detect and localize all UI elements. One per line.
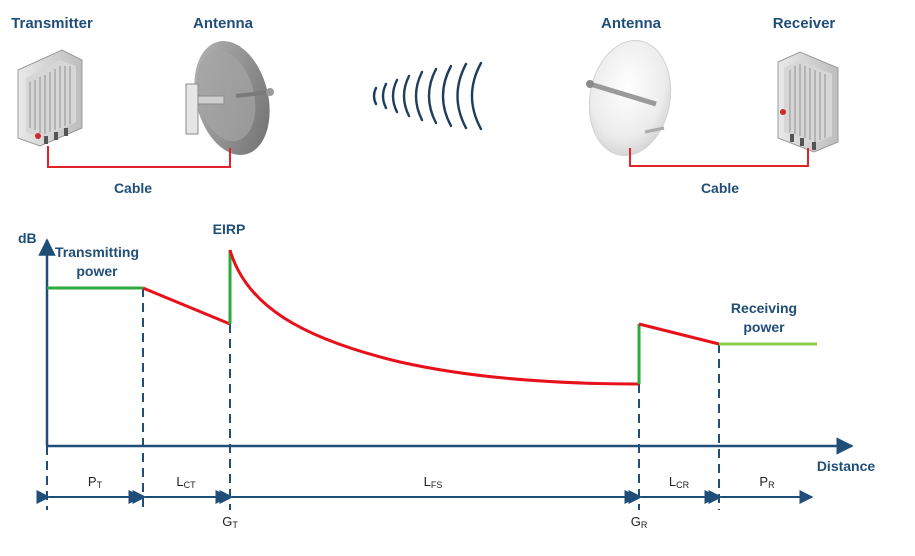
receiver-unit-icon xyxy=(777,51,839,153)
antenna-left-icon xyxy=(185,41,274,155)
antenna-right-icon xyxy=(586,39,672,157)
receiving-power-label-line1: Receiving xyxy=(731,300,797,316)
cable-loss-tx-line xyxy=(142,286,231,326)
cable-right-label: Cable xyxy=(701,180,739,196)
gain-label-gr: GR xyxy=(631,514,648,530)
gain-label-gt: GT xyxy=(222,514,238,530)
cable-left-label: Cable xyxy=(114,180,152,196)
segment-label-lcr: LCR xyxy=(669,474,690,490)
segment-label-pt: PT xyxy=(88,474,103,490)
transmitting-power-label-line1: Transmitting xyxy=(55,244,139,260)
y-axis-label: dB xyxy=(18,230,37,246)
x-axis-label: Distance xyxy=(817,458,876,474)
segment-label-lct: LCT xyxy=(176,474,196,490)
cable-right xyxy=(629,148,809,167)
transmitter-unit-icon xyxy=(17,49,83,147)
receiver-label: Receiver xyxy=(773,15,836,32)
antenna-left-label: Antenna xyxy=(193,15,254,32)
receiving-power-label-line2: power xyxy=(743,319,785,335)
eirp-label: EIRP xyxy=(213,221,246,237)
antenna-right-label: Antenna xyxy=(601,15,662,32)
free-space-loss-curve xyxy=(228,249,640,386)
cable-loss-rx-line xyxy=(638,322,720,346)
cable-left xyxy=(47,146,231,168)
transmitter-label: Transmitter xyxy=(11,15,93,32)
segment-label-pr: PR xyxy=(759,474,775,490)
radio-waves-icon xyxy=(372,61,483,131)
transmitting-power-label-line2: power xyxy=(76,263,118,279)
segment-label-lfs: LFS xyxy=(424,474,443,490)
segment-boundaries xyxy=(46,288,720,510)
